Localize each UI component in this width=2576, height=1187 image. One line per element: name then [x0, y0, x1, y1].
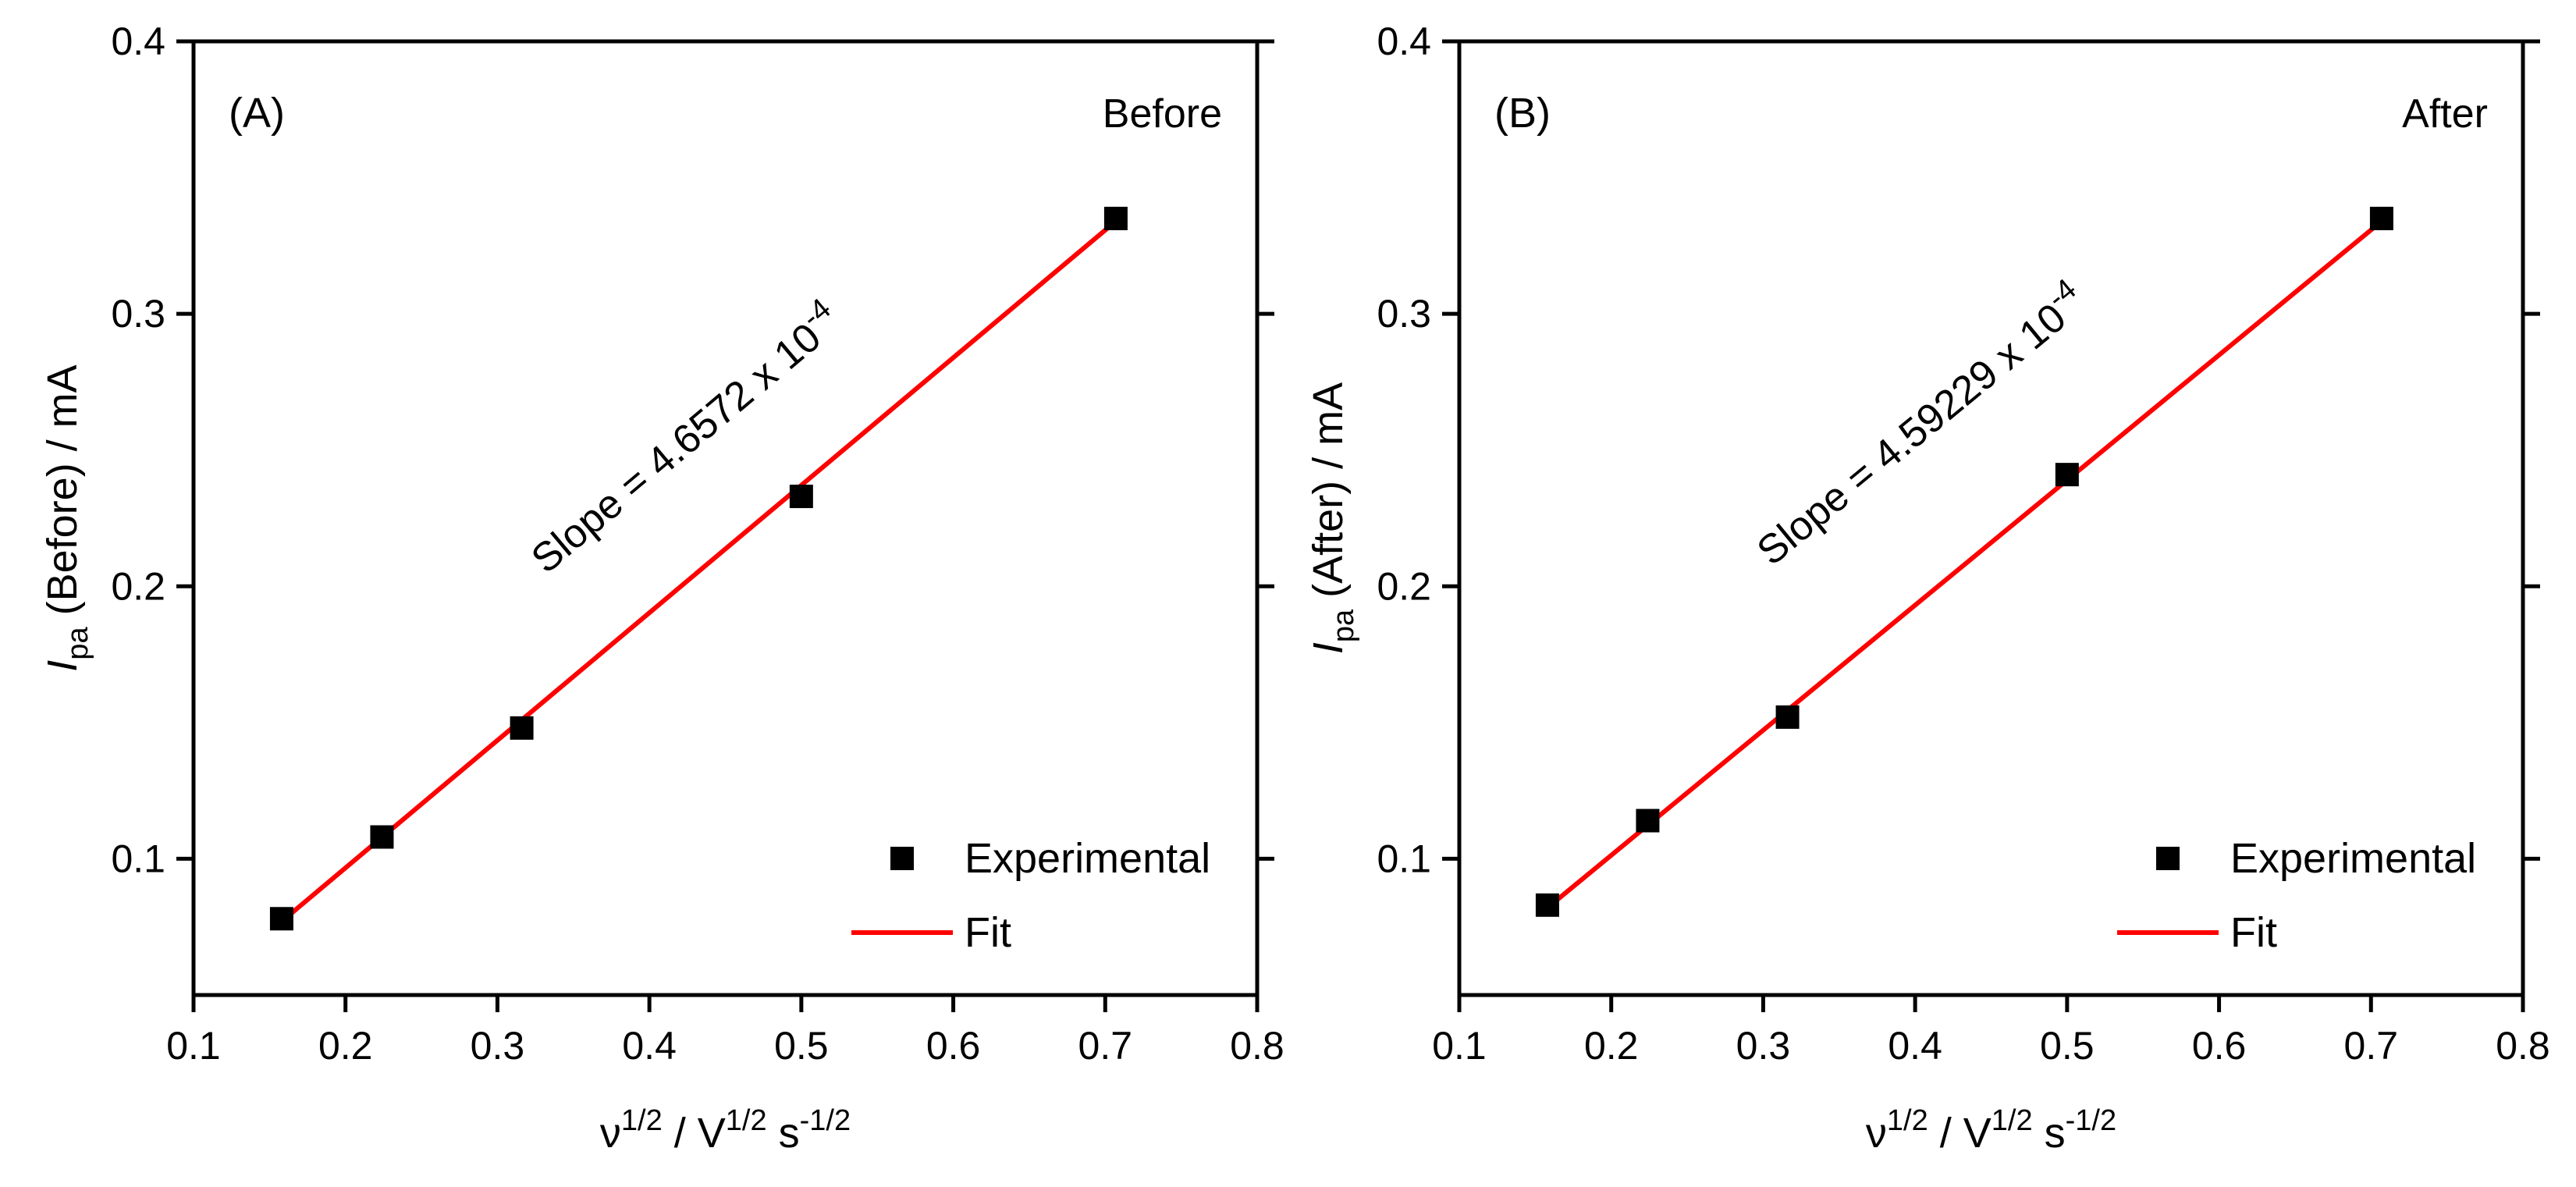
chart-b-y-tick-label: 0.1: [1377, 837, 1431, 880]
chart-a-x-tick-label: 0.1: [166, 1024, 221, 1068]
chart-b-x-tick-label: 0.1: [1432, 1024, 1487, 1068]
chart-b-data-point: [2055, 463, 2079, 487]
chart-b-x-tick-label: 0.2: [1584, 1024, 1639, 1068]
chart-b-data-point: [1636, 809, 1660, 833]
chart-b: 0.1 0.2 0.3 0.4 0.5 0.6 0.7 0.8 0.1 0.2 0.3 0.4 ν1/2…: [1305, 20, 2550, 1157]
chart-b-data-point: [1535, 893, 1559, 917]
chart-b-y-tick-label: 0.3: [1377, 292, 1431, 336]
chart-a-x-tick-label: 0.3: [471, 1024, 525, 1068]
chart-a-data-point: [370, 825, 394, 849]
chart-a-panel-label: (A): [229, 90, 285, 137]
chart-a-fit-line: [279, 219, 1118, 924]
chart-a-legend-label-fit: Fit: [965, 909, 1011, 956]
chart-b-x-tick-label: 0.7: [2344, 1024, 2399, 1068]
chart-a-y-tick-label: 0.2: [111, 564, 165, 608]
chart-a-slope-annotation: Slope = 4.6572 x 10-4: [519, 293, 850, 582]
chart-a-data-point: [789, 485, 813, 509]
chart-a-x-tick-label: 0.2: [318, 1024, 373, 1068]
chart-b-legend-label-fit: Fit: [2230, 909, 2277, 956]
chart-b-legend-label-experimental: Experimental: [2230, 835, 2476, 882]
chart-b-plot-frame: [1457, 39, 2525, 997]
chart-a-x-tick-label: 0.5: [774, 1024, 829, 1068]
chart-a-x-tick-label: 0.7: [1078, 1024, 1133, 1068]
chart-a-data-point: [269, 907, 293, 931]
chart-a-y-tick-label: 0.4: [111, 20, 165, 63]
chart-a-y-tick-label: 0.1: [111, 837, 165, 880]
chart-b-x-tick-label: 0.6: [2192, 1024, 2247, 1068]
chart-b-x-tick-label: 0.8: [2496, 1024, 2550, 1068]
chart-b-y-axis-title: Ipa (After) / mA: [1305, 382, 1360, 654]
chart-b-x-tick-label: 0.4: [1888, 1024, 1942, 1068]
chart-a-data-point: [510, 716, 534, 740]
chart-b-slope-annotation: Slope = 4.59229 x 10-4: [1744, 272, 2095, 574]
chart-a-data-point: [1103, 206, 1128, 230]
chart-b-x-tick-label: 0.3: [1736, 1024, 1791, 1068]
chart-b-fit-line: [1544, 219, 2384, 911]
chart-a-y-tick-label: 0.3: [111, 292, 165, 336]
chart-a-legend-label-experimental: Experimental: [965, 835, 1210, 882]
chart-b-data-point: [2369, 206, 2393, 230]
chart-a-x-axis-title: ν1/2 / V1/2 s-1/2: [600, 1104, 851, 1157]
chart-b-condition-label: After: [2402, 91, 2488, 137]
chart-a-legend-marker-experimental: [890, 847, 914, 870]
chart-b-x-tick-label: 0.5: [2040, 1024, 2095, 1068]
chart-a-x-tick-label: 0.6: [926, 1024, 981, 1068]
chart-b-y-tick-label: 0.2: [1377, 564, 1431, 608]
chart-b-legend-marker-experimental: [2156, 847, 2180, 870]
chart-b-x-axis-title: ν1/2 / V1/2 s-1/2: [1866, 1104, 2116, 1157]
chart-b-panel-label: (B): [1494, 90, 1551, 137]
chart-b-y-tick-label: 0.4: [1377, 20, 1431, 63]
chart-a-y-axis-title: Ipa (Before) / mA: [39, 364, 94, 671]
chart-a-plot-frame: [191, 39, 1260, 997]
chart-a: 0.1 0.2 0.3 0.4 0.5 0.6 0.7 0.8 0.1 0.2 0.3 0.4 ν1/2…: [39, 20, 1284, 1157]
chart-a-x-tick-label: 0.4: [622, 1024, 677, 1068]
chart-b-data-point: [1775, 705, 1800, 729]
chart-a-condition-label: Before: [1103, 91, 1222, 137]
chart-a-x-tick-label: 0.8: [1230, 1024, 1284, 1068]
